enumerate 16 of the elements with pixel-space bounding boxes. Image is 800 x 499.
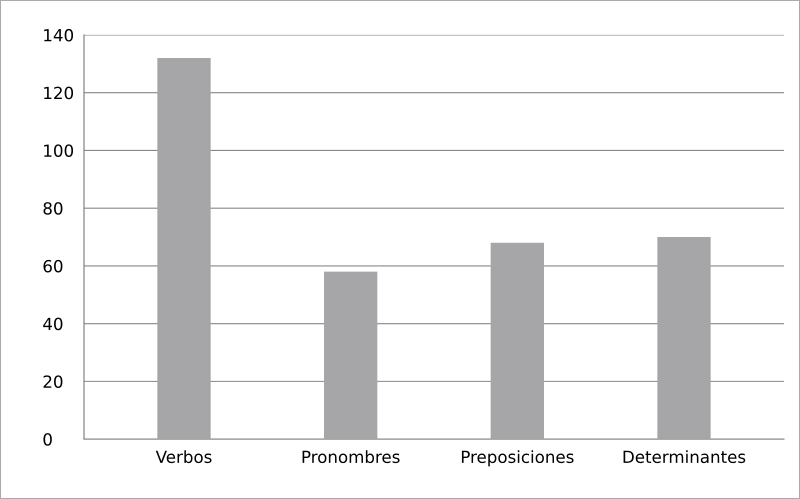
y-tick-label: 20 [44, 375, 62, 388]
y-tick-label: 100 [44, 144, 74, 157]
y-tick-label: 80 [43, 202, 62, 215]
y-tick-label: 120 [44, 86, 74, 100]
bar [157, 58, 211, 440]
x-tick-label: Preposiciones [462, 450, 574, 466]
y-tick-label: 0 [43, 433, 52, 446]
y-tick-label: 140 [44, 28, 74, 42]
y-tick-label: 40 [43, 318, 62, 330]
bar [657, 237, 711, 440]
bar [324, 272, 378, 440]
x-tick-label: Determinantes [624, 450, 746, 464]
x-tick-label: Pronombres [302, 450, 400, 464]
bar [490, 242, 544, 440]
x-tick-label: Verbos [156, 450, 212, 464]
y-tick-label: 60 [43, 260, 62, 272]
